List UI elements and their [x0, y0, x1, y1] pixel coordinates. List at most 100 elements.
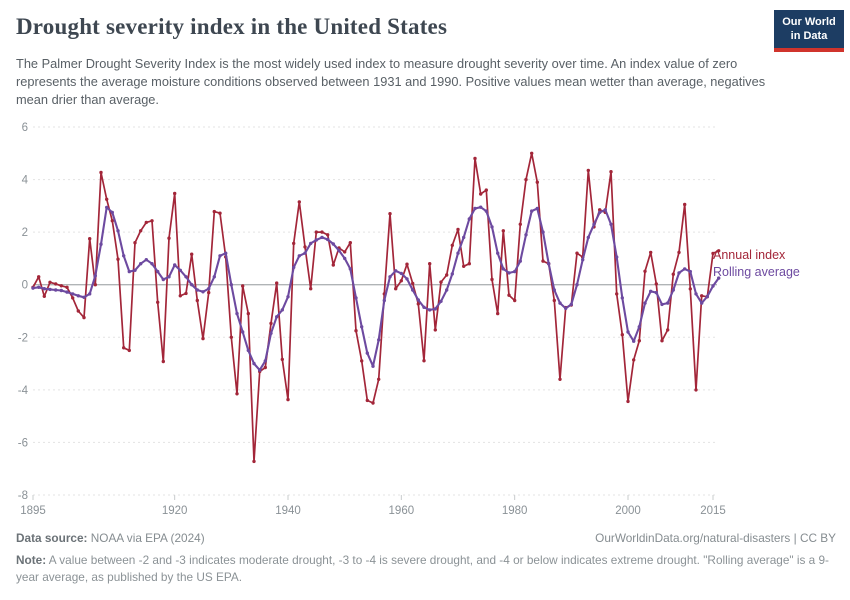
rolling-average-line-point — [558, 301, 562, 305]
annual-index-line-point — [184, 291, 188, 296]
annual-index-line-point — [626, 399, 630, 404]
annual-index-line-point — [399, 279, 403, 283]
rolling-average-line-point — [552, 288, 556, 292]
annual-index-line-point — [37, 275, 41, 279]
rolling-average-line-point — [156, 269, 160, 274]
annual-index-line-point — [405, 262, 409, 266]
rolling-average-line-point — [365, 351, 369, 355]
annual-index-line-point — [286, 397, 290, 402]
annual-index-line-point — [320, 230, 324, 234]
rolling-average-line-point — [275, 315, 279, 319]
rolling-average-line-point — [428, 308, 432, 312]
rolling-average-line-point — [144, 258, 148, 262]
annual-index-line-point — [445, 273, 449, 277]
rolling-average-line-point — [467, 217, 471, 221]
annual-index-line-point — [116, 257, 120, 261]
annual-index-line-point — [552, 298, 556, 303]
annual-index-line-point — [615, 292, 619, 296]
annual-index-line-point — [490, 277, 494, 282]
annual-index-line-point — [473, 156, 477, 161]
annual-index-line-point — [76, 309, 81, 313]
annual-index-line-point — [241, 284, 245, 288]
rolling-average-line-point — [388, 275, 392, 279]
annual-index-line-point — [246, 311, 250, 316]
rolling-average-line-point — [569, 302, 573, 307]
rolling-average-line-point — [201, 290, 205, 294]
rolling-average-line-point — [501, 267, 505, 271]
rolling-average-line-point — [127, 269, 131, 274]
rolling-average-line-point — [354, 296, 358, 300]
annual-index-line-point — [416, 302, 420, 306]
annual-index-line-point — [575, 251, 579, 255]
rolling-average-line-point — [700, 301, 704, 305]
note-label: Note: — [16, 553, 47, 567]
rolling-average-line-point — [31, 286, 35, 290]
rolling-average-line-point — [337, 248, 341, 253]
annual-index-line-point — [354, 329, 358, 333]
rolling-average-line-point — [184, 275, 188, 279]
annual-index-line-point — [195, 298, 199, 303]
owid-logo-stripe — [774, 48, 844, 52]
rolling-average-line-point — [76, 294, 81, 298]
rolling-average-line-point — [450, 272, 454, 276]
rolling-average-line-point — [671, 288, 675, 292]
series-label-rolling-average: Rolling average — [713, 265, 800, 279]
annual-index-line-point — [65, 285, 69, 289]
rolling-average-line-point — [547, 262, 551, 266]
annual-index-line-point — [377, 377, 381, 381]
rolling-average-line-point — [343, 256, 347, 261]
rolling-average-line-point — [42, 287, 46, 291]
rolling-average-line-point — [331, 242, 335, 246]
rolling-average-line-point — [371, 364, 375, 368]
rolling-average-line-point — [445, 288, 449, 292]
x-tick-label: 2000 — [615, 505, 641, 517]
rolling-average-line-point — [241, 330, 245, 334]
y-tick-label: 2 — [22, 227, 28, 239]
rolling-average-line-point — [496, 251, 500, 255]
annual-index-line-point — [173, 191, 177, 196]
annual-index-line-point — [331, 263, 335, 267]
annual-index-line-point — [54, 282, 58, 286]
rolling-average-line-point — [229, 283, 233, 287]
annual-index-line-point — [269, 321, 273, 326]
rolling-average-line-point — [360, 325, 364, 329]
annual-index-line-point — [167, 236, 171, 240]
rolling-average-line-point — [660, 302, 664, 307]
annual-index-line-point — [683, 202, 687, 207]
annual-index-line-point — [156, 300, 160, 304]
annual-index-line-point — [654, 282, 658, 286]
owid-credit-link[interactable]: OurWorldinData.org/natural-disasters | C… — [595, 531, 836, 545]
data-source-text: NOAA via EPA (2024) — [87, 531, 205, 545]
annual-index-line-point — [620, 333, 624, 337]
annual-index-line[interactable] — [32, 152, 720, 463]
annual-index-line-point — [513, 298, 517, 303]
owid-logo[interactable]: Our World in Data — [774, 10, 844, 52]
series-label-annual-index: Annual index — [713, 248, 786, 262]
rolling-average-line-point — [575, 283, 579, 287]
data-source: Data source: NOAA via EPA (2024) — [16, 531, 205, 545]
y-tick-label: -4 — [18, 385, 29, 397]
rolling-average-line-point — [286, 295, 290, 299]
rolling-average-line-point — [586, 235, 590, 240]
rolling-average-line-point — [643, 301, 647, 305]
annual-index-line-point — [694, 388, 698, 392]
rolling-average-line-point — [178, 268, 182, 272]
rolling-average-line-point — [235, 311, 239, 316]
rolling-average-line-point — [666, 301, 670, 305]
annual-index-line-point — [365, 398, 369, 403]
rolling-average-line-point — [258, 368, 262, 372]
rolling-average-line-point — [609, 222, 613, 226]
annual-index-line-point — [501, 229, 505, 233]
rolling-average-line-point — [711, 284, 715, 288]
rolling-average-line-point — [688, 269, 692, 274]
annual-index-line-point — [388, 212, 392, 216]
x-tick-label: 1980 — [502, 505, 528, 517]
annual-index-line-point — [484, 188, 488, 192]
rolling-average-line-point — [116, 229, 120, 233]
annual-index-line-point — [292, 241, 296, 246]
annual-index-line-point — [144, 220, 148, 225]
annual-index-line-point — [541, 259, 545, 263]
rolling-average-line-point — [405, 277, 409, 281]
rolling-average-line-point — [377, 338, 381, 342]
